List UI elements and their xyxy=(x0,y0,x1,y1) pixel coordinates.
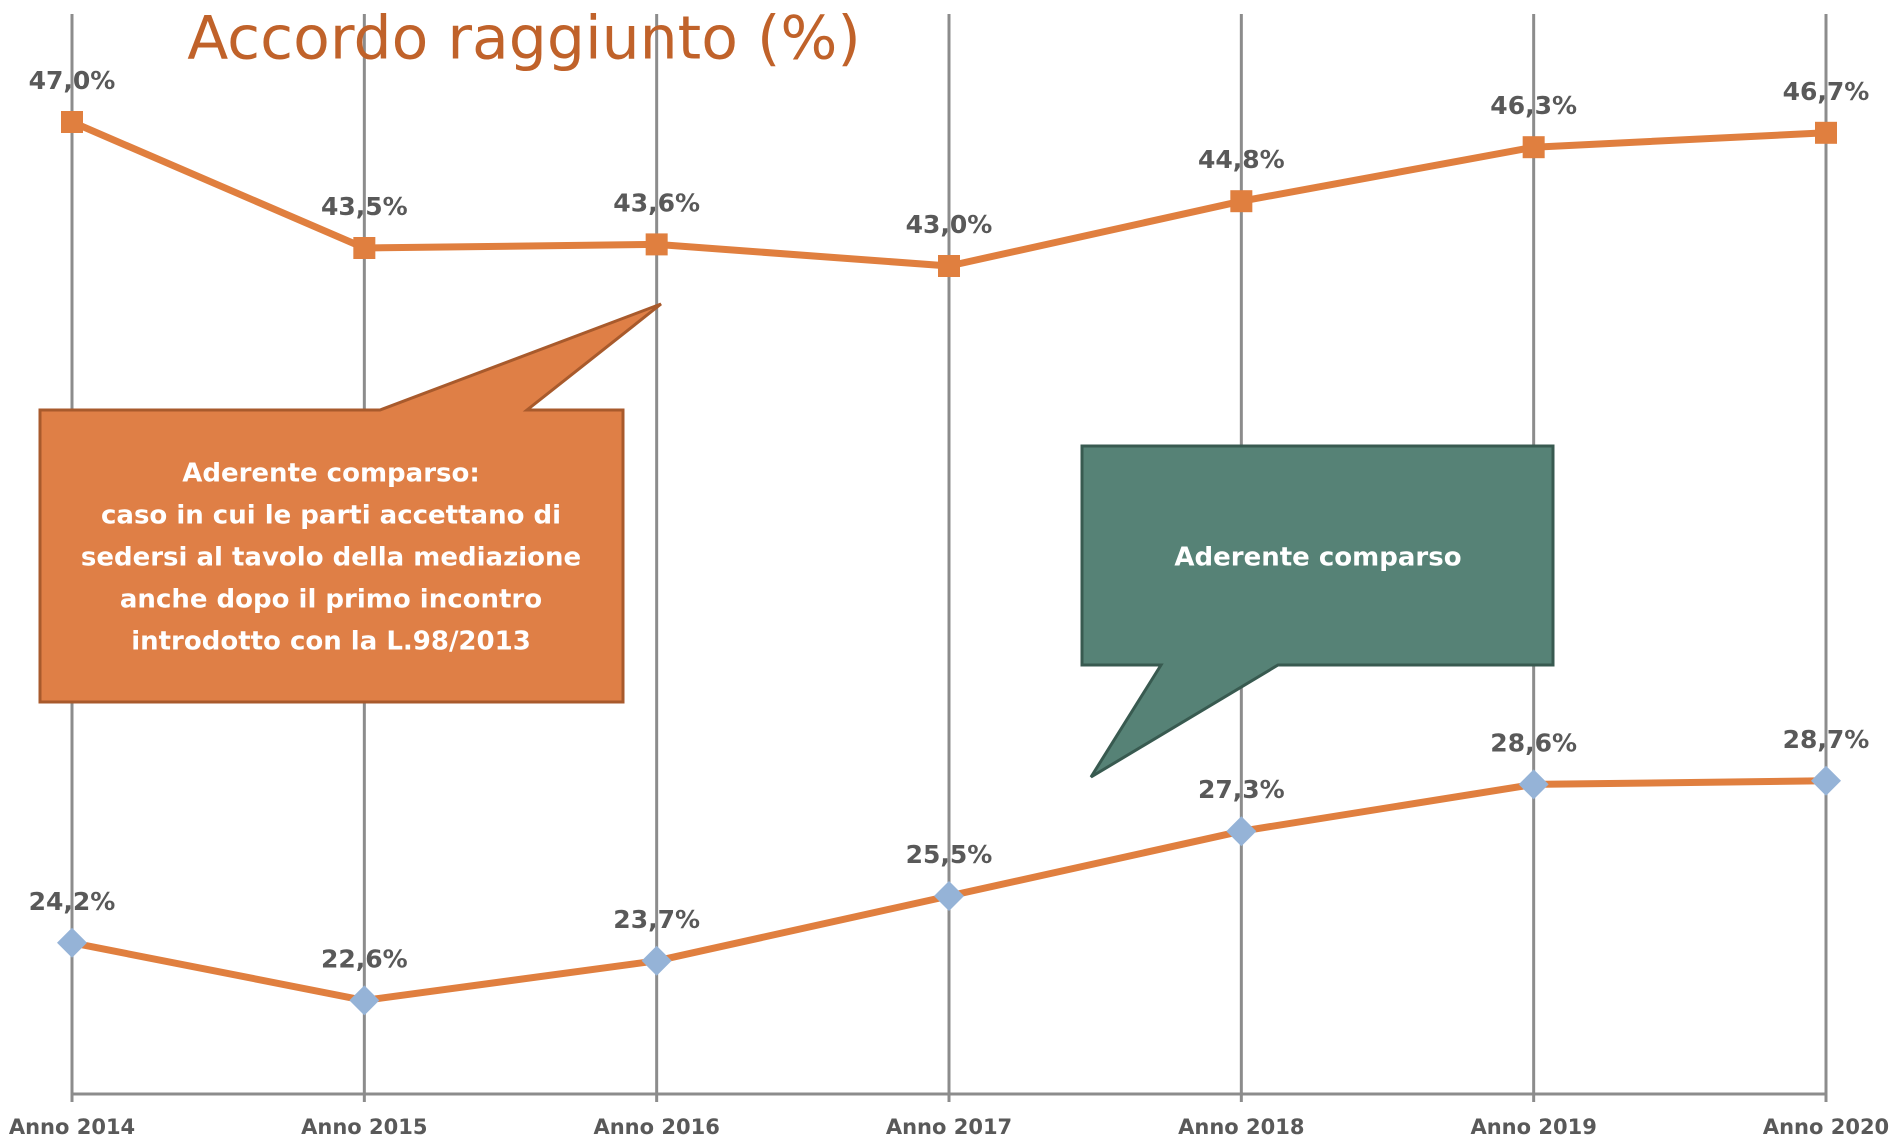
callout-orange xyxy=(38,302,662,704)
data-label: 43,5% xyxy=(321,192,408,221)
foreground: Anno 2014 Anno 2015 Anno 2016 Anno 2017 Anno… xyxy=(9,66,1889,1139)
callout-green xyxy=(1080,444,1555,779)
chart-title: Accordo raggiunto (%) xyxy=(187,4,861,74)
marker xyxy=(1226,816,1257,847)
annotation-text: Aderente comparso: xyxy=(182,459,480,489)
marker xyxy=(934,881,964,911)
data-label: 24,2% xyxy=(29,887,116,916)
x-tick-label: Anno 2019 xyxy=(1470,1115,1596,1139)
data-label: 43,0% xyxy=(906,210,993,239)
marker xyxy=(349,985,380,1016)
x-tick-label: Anno 2017 xyxy=(886,1115,1012,1139)
data-label: 47,0% xyxy=(29,66,116,95)
annotation-text: anche dopo il primo incontro xyxy=(120,585,542,615)
x-tick-label: Anno 2014 xyxy=(9,1115,135,1139)
marker xyxy=(57,927,87,958)
x-tick-label: Anno 2020 xyxy=(1763,1115,1889,1139)
data-label: 23,7% xyxy=(613,905,700,934)
annotation-text: sedersi al tavolo della mediazione xyxy=(81,543,581,573)
annotation-text: caso in cui le parti accettano di xyxy=(101,501,561,531)
data-label: 28,7% xyxy=(1783,725,1870,754)
data-label: 25,5% xyxy=(906,840,993,869)
marker xyxy=(1811,765,1841,796)
marker xyxy=(938,255,960,277)
marker xyxy=(61,111,83,133)
data-label: 22,6% xyxy=(321,944,408,973)
marker xyxy=(1815,121,1837,144)
marker xyxy=(1518,769,1549,800)
annotation-text: introdotto con la L.98/2013 xyxy=(131,627,531,657)
data-label: 44,8% xyxy=(1198,145,1285,174)
data-label: 46,3% xyxy=(1490,91,1577,120)
data-label: 28,6% xyxy=(1490,728,1577,757)
data-label: 46,7% xyxy=(1783,77,1870,106)
marker xyxy=(645,233,668,256)
x-tick-label: Anno 2015 xyxy=(301,1115,427,1139)
marker xyxy=(1522,136,1545,159)
x-tick-label: Anno 2018 xyxy=(1178,1115,1304,1139)
marker xyxy=(353,237,376,259)
data-label: 27,3% xyxy=(1198,775,1285,804)
x-tick-label: Anno 2016 xyxy=(593,1115,719,1139)
marker xyxy=(1230,190,1253,213)
data-label: 43,6% xyxy=(613,188,700,217)
marker xyxy=(641,945,672,976)
annotation-text: Aderente comparso xyxy=(1174,543,1461,573)
